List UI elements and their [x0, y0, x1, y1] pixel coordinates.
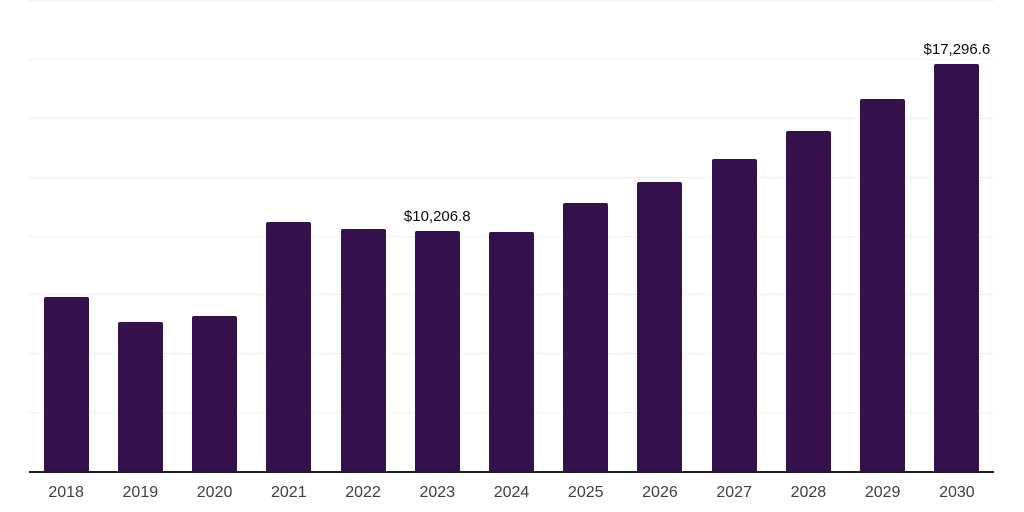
plot-area: $10,206.8 $17,296.6	[29, 0, 994, 473]
bar-2028	[785, 131, 831, 471]
bar-2023	[414, 230, 460, 471]
bar-2021	[266, 221, 312, 471]
x-axis-label-2026: 2026	[642, 484, 678, 501]
bar-2026	[637, 182, 683, 471]
x-axis-label-2030: 2030	[939, 484, 975, 501]
bar-2020	[192, 315, 238, 471]
x-axis-label-2027: 2027	[716, 484, 752, 501]
x-axis-label-2029: 2029	[864, 484, 901, 501]
gridline	[29, 117, 994, 119]
bar-2029	[860, 98, 906, 471]
bar-value-label-2023: $10,206.8	[403, 207, 471, 225]
x-axis-label-2028: 2028	[790, 484, 827, 501]
bar-2030	[934, 63, 980, 471]
bar-2025	[563, 202, 609, 471]
x-axis-label-2022: 2022	[345, 484, 381, 501]
x-axis: 2018 2019 2020 2021 2022 2023 2024 2025 2026 2027…	[29, 483, 994, 505]
bar-2022	[340, 229, 386, 471]
bar-value-label-2030: $17,296.6	[923, 40, 991, 58]
x-axis-label-2018: 2018	[48, 484, 84, 501]
gridline	[29, 0, 994, 1]
gridline	[29, 58, 994, 60]
bar-2019	[117, 321, 163, 471]
x-axis-label-2024: 2024	[493, 484, 530, 501]
bar-2027	[711, 158, 757, 471]
x-axis-label-2025: 2025	[567, 484, 604, 501]
x-axis-label-2021: 2021	[271, 484, 307, 501]
x-axis-label-2020: 2020	[196, 484, 233, 501]
x-axis-label-2023: 2023	[419, 484, 456, 501]
bar-2024	[489, 231, 534, 471]
x-axis-label-2019: 2019	[122, 484, 159, 501]
bar-2018	[43, 297, 89, 471]
gridline	[29, 176, 994, 178]
